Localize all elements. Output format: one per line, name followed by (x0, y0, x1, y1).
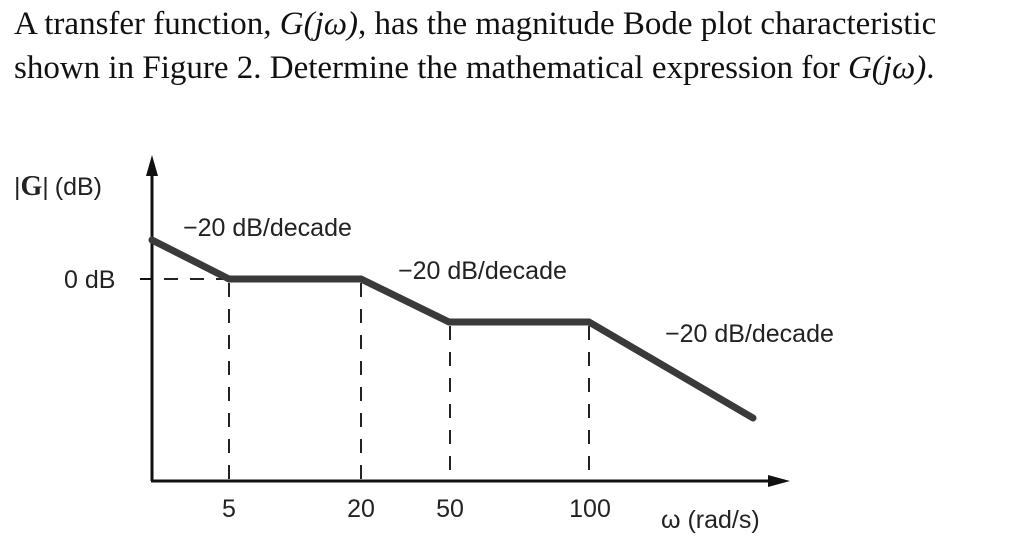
x-axis-arrow-icon (768, 475, 790, 487)
transfer-function-symbol: G(jω) (847, 50, 927, 86)
x-tick-5: 5 (222, 495, 236, 523)
slope-label-1: −20 dB/decade (183, 214, 352, 242)
slope-label-2: −20 dB/decade (398, 257, 567, 285)
question-text: A transfer function, G(jω), has the magn… (14, 2, 1014, 90)
question-line-1: A transfer function, G(jω), has the magn… (14, 6, 937, 42)
slope-label-3: −20 dB/decade (665, 320, 834, 348)
y-axis-arrow-icon (146, 155, 158, 176)
transfer-function-symbol: G(jω) (279, 6, 359, 42)
x-axis-label: ω (rad/s) (661, 506, 760, 534)
zero-db-label: 0 dB (64, 266, 115, 294)
dashed-guides (228, 283, 590, 481)
x-tick-100: 100 (569, 495, 611, 523)
question-line-2: shown in Figure 2. Determine the mathema… (14, 50, 935, 86)
bode-magnitude-curve (148, 236, 757, 422)
y-axis-label: |G| (dB) (14, 171, 102, 202)
x-tick-20: 20 (347, 495, 375, 523)
x-tick-50: 50 (436, 495, 464, 523)
